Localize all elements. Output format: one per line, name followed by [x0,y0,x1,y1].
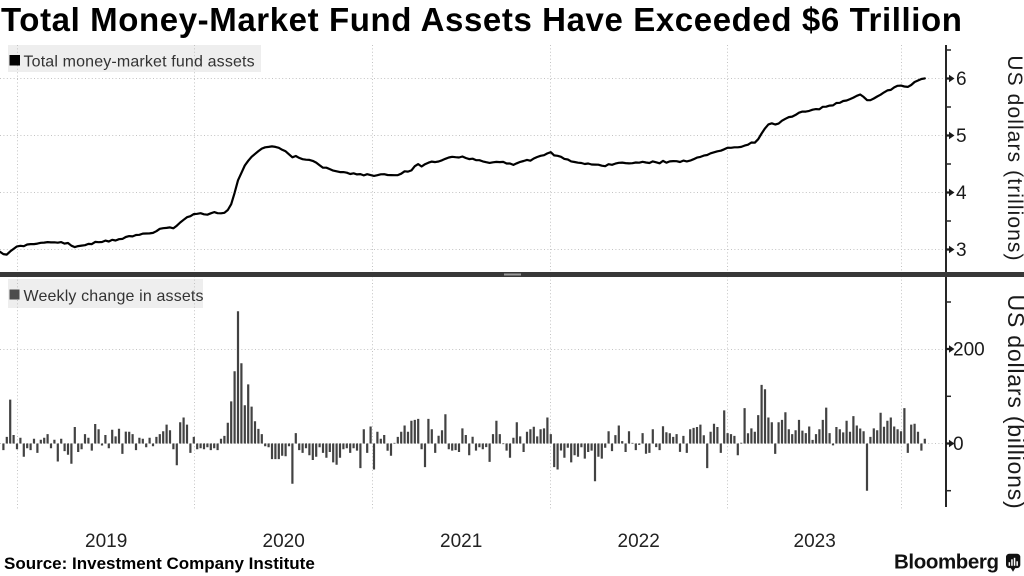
svg-text:US dollars (billions): US dollars (billions) [1003,295,1024,510]
svg-text:Bloomberg: Bloomberg [894,551,999,574]
svg-text:Source: Investment Company Ins: Source: Investment Company Institute [4,554,315,573]
svg-text:3: 3 [956,240,967,261]
svg-text:Total Money-Market Fund Assets: Total Money-Market Fund Assets Have Exce… [1,1,963,38]
svg-text:2022: 2022 [618,531,660,552]
svg-text:200: 200 [953,340,985,361]
svg-text:0: 0 [953,434,964,455]
svg-text:Weekly change in assets: Weekly change in assets [24,288,204,305]
svg-text:2020: 2020 [263,531,305,552]
svg-text:2023: 2023 [794,531,836,552]
svg-text:2019: 2019 [85,531,127,552]
svg-text:5: 5 [956,126,967,147]
svg-text:6: 6 [956,69,967,90]
svg-text:4: 4 [956,183,967,204]
svg-text:2021: 2021 [440,531,482,552]
svg-text:US dollars (trillions): US dollars (trillions) [1003,55,1024,261]
svg-text:Total money-market fund assets: Total money-market fund assets [24,54,255,71]
